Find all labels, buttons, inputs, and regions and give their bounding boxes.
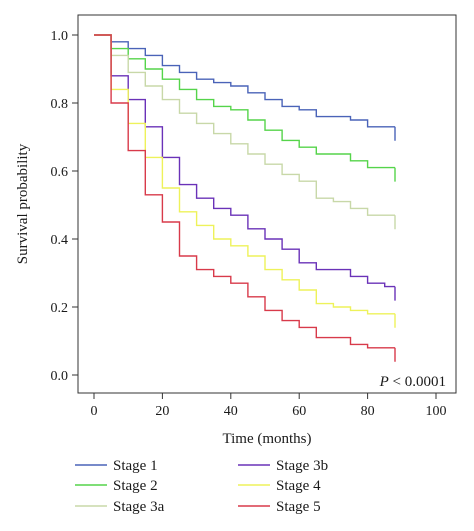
series-line-stage-4 [94,34,396,328]
legend: Stage 1 Stage 2 Stage 3a Stage 3b Stage 4 Sta… [75,458,328,515]
x-tick-label: 20 [155,404,169,419]
p-value-text: < 0.0001 [389,374,446,390]
series-line-stage-2 [94,34,396,182]
legend-label: Stage 4 [276,478,321,494]
series-line-stage-5 [94,34,396,362]
series-lines [94,34,396,362]
y-axis: 0.0 0.2 0.4 0.6 0.8 1.0 [51,29,78,384]
y-tick-label: 1.0 [51,29,69,44]
y-tick-label: 0.8 [51,97,69,112]
series-line-stage-3b [94,34,396,301]
legend-label: Stage 1 [113,458,158,474]
legend-label: Stage 5 [276,499,321,515]
legend-label: Stage 2 [113,478,158,494]
y-axis-title: Survival probability [15,143,31,264]
series-line-stage-1 [94,34,396,141]
legend-label: Stage 3b [276,458,328,474]
x-axis: 0 20 40 60 80 100 [91,393,447,419]
x-tick-label: 100 [426,404,447,419]
x-tick-label: 60 [292,404,306,419]
p-value-annotation-group: P < 0.0001 [379,374,446,390]
x-tick-label: 80 [361,404,375,419]
legend-label: Stage 3a [113,499,165,515]
x-tick-label: 40 [224,404,238,419]
y-tick-label: 0.6 [51,165,69,180]
y-tick-label: 0.0 [51,369,69,384]
y-tick-label: 0.4 [51,233,69,248]
y-tick-label: 0.2 [51,301,69,316]
x-axis-title: Time (months) [222,431,311,447]
p-value-symbol: P [379,374,389,390]
p-value-annotation: P < 0.0001 [379,374,446,390]
plot-frame [77,14,457,394]
plot-border [77,14,457,394]
x-tick-label: 0 [91,404,98,419]
series-line-stage-3a [94,34,396,230]
